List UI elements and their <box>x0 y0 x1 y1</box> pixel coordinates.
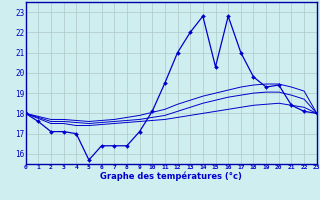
X-axis label: Graphe des températures (°c): Graphe des températures (°c) <box>100 172 242 181</box>
